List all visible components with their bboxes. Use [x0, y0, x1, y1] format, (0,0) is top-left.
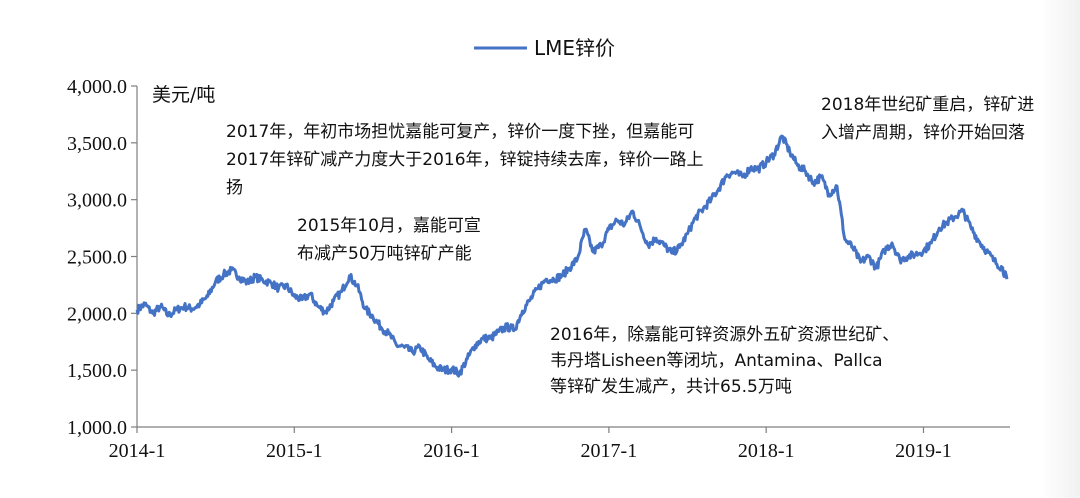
annotation-2016-line-2: 韦丹塔Lisheen等闭坑，Antamina、Pallca	[550, 351, 883, 371]
y-tick-label: 4,000.0	[67, 76, 127, 98]
y-tick-label: 2,500.0	[67, 247, 127, 269]
annotation-2015-line-2: 布减产50万吨锌矿产能	[297, 244, 472, 264]
x-tick-label: 2016-1	[423, 440, 480, 462]
annotation-2015-line-1: 2015年10月，嘉能可宣	[297, 216, 481, 236]
legend-label: LME锌价	[534, 36, 615, 60]
y-tick-label: 1,000.0	[67, 417, 127, 439]
annotation-2017-line-1: 2017年，年初市场担忧嘉能可复产，锌价一度下挫，但嘉能可	[226, 122, 694, 142]
annotation-2018-line-1: 2018年世纪矿重启，锌矿进	[821, 95, 1034, 115]
y-axis-unit-label: 美元/吨	[152, 84, 215, 106]
annotation-2017: 2017年，年初市场担忧嘉能可复产，锌价一度下挫，但嘉能可 2017年锌矿减产力…	[226, 122, 709, 198]
annotation-2017-line-2: 2017年锌矿减产力度大于2016年，锌锭持续去库，锌价一路上	[226, 150, 704, 170]
y-tick-label: 1,500.0	[67, 360, 127, 382]
x-tick-label: 2015-1	[266, 440, 323, 462]
legend: LME锌价	[474, 36, 615, 60]
y-tick-label: 3,000.0	[67, 190, 127, 212]
y-axis-ticks: 1,000.0 1,500.0 2,000.0 2,500.0 3,000.0 3,500…	[67, 76, 137, 439]
annotation-2015-glencore: 2015年10月，嘉能可宣 布减产50万吨锌矿产能	[297, 216, 486, 264]
annotation-2017-line-3: 扬	[226, 178, 243, 198]
lme-zinc-price-line	[135, 134, 1009, 378]
x-tick-label: 2017-1	[581, 440, 638, 462]
annotation-2016-line-1: 2016年，除嘉能可锌资源外五矿资源世纪矿、	[550, 325, 899, 345]
annotation-2018-line-2: 入增产周期，锌价开始回落	[821, 123, 1025, 143]
y-tick-label: 2,000.0	[67, 303, 127, 325]
y-tick-label: 3,500.0	[67, 133, 127, 155]
x-tick-label: 2014-1	[109, 440, 166, 462]
annotation-2016-line-3: 等锌矿发生减产，共计65.5万吨	[550, 377, 792, 397]
x-tick-label: 2018-1	[738, 440, 795, 462]
x-tick-label: 2019-1	[895, 440, 952, 462]
zinc-price-chart: LME锌价 美元/吨 1,000.0 1,500.0 2,000.0 2,500.0 3…	[67, 36, 1040, 462]
annotation-2018: 2018年世纪矿重启，锌矿进 入增产周期，锌价开始回落	[821, 95, 1040, 143]
x-axis-ticks: 2014-1 2015-1 2016-1 2017-1 2018-1 2019-1	[109, 427, 952, 462]
annotation-2016-mine-closures: 2016年，除嘉能可锌资源外五矿资源世纪矿、 韦丹塔Lisheen等闭坑，Ant…	[550, 325, 905, 397]
right-edge-shade	[1040, 0, 1080, 498]
